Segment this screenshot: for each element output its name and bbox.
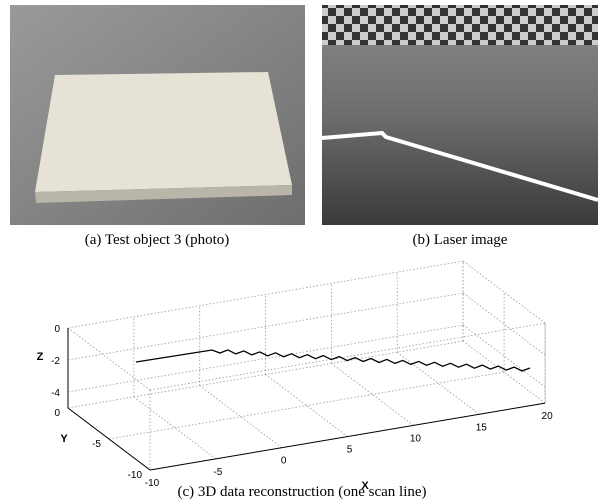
x-tick-label: 15 — [476, 422, 488, 433]
z-tick-label: -2 — [51, 356, 60, 367]
x-tick-label: -5 — [213, 467, 222, 478]
photo-a — [10, 5, 305, 225]
grid-line — [463, 325, 545, 387]
x-axis — [150, 403, 545, 470]
x-tick-label: 20 — [542, 411, 554, 422]
y-axis-label: Y — [60, 433, 68, 445]
y-tick-label: -10 — [128, 470, 143, 481]
grid-line — [68, 341, 463, 408]
y-axis — [68, 408, 150, 470]
box-edge — [68, 328, 150, 390]
photo-b — [322, 5, 598, 225]
z-axis-label: Z — [37, 351, 44, 363]
x-tick-label: 5 — [347, 445, 353, 456]
z-tick-label: -4 — [51, 388, 60, 399]
caption: (a) Test object 3 (photo) — [85, 232, 229, 248]
y-tick-label: 0 — [54, 408, 60, 419]
grid-line — [109, 372, 504, 439]
box-edge — [150, 323, 545, 390]
y-tick-label: -5 — [92, 439, 101, 450]
caption: (b) Laser image — [413, 232, 508, 248]
x-tick-label: 10 — [410, 433, 422, 444]
caption: (c) 3D data reconstruction (one scan lin… — [177, 484, 426, 500]
grid-line — [463, 261, 545, 323]
z-tick-label: 0 — [54, 324, 60, 335]
grid-line — [463, 293, 545, 355]
scan-line — [136, 350, 530, 371]
x-tick-label: -10 — [145, 478, 160, 489]
x-tick-label: 0 — [281, 456, 287, 467]
figure: (a) Test object 3 (photo) (b) Laser imag… — [0, 0, 605, 502]
